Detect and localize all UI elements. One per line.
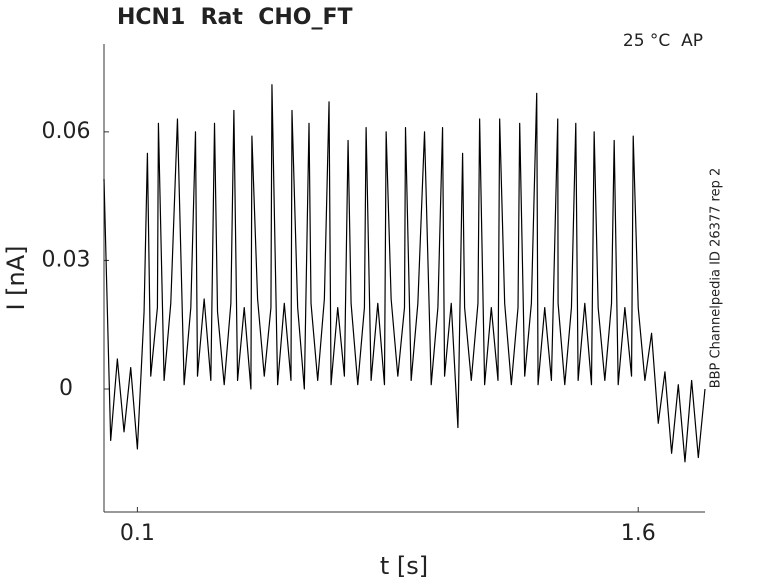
trace-line — [103, 84, 706, 463]
side-note: BBP Channelpedia ID 26377 rep 2 — [709, 168, 724, 389]
x-tick-label: 0.1 — [120, 521, 155, 546]
y-axis-label: I [nA] — [2, 245, 30, 310]
x-axis-label: t [s] — [380, 552, 428, 580]
x-tick-label: 1.6 — [621, 521, 656, 546]
chart-title: HCN1 Rat CHO_FT — [117, 5, 353, 30]
annotation: 25 °C AP — [623, 31, 703, 51]
y-tick-label: 0.06 — [42, 119, 91, 144]
y-tick-label: 0.03 — [42, 247, 91, 272]
y-tick-label: 0 — [59, 376, 73, 401]
